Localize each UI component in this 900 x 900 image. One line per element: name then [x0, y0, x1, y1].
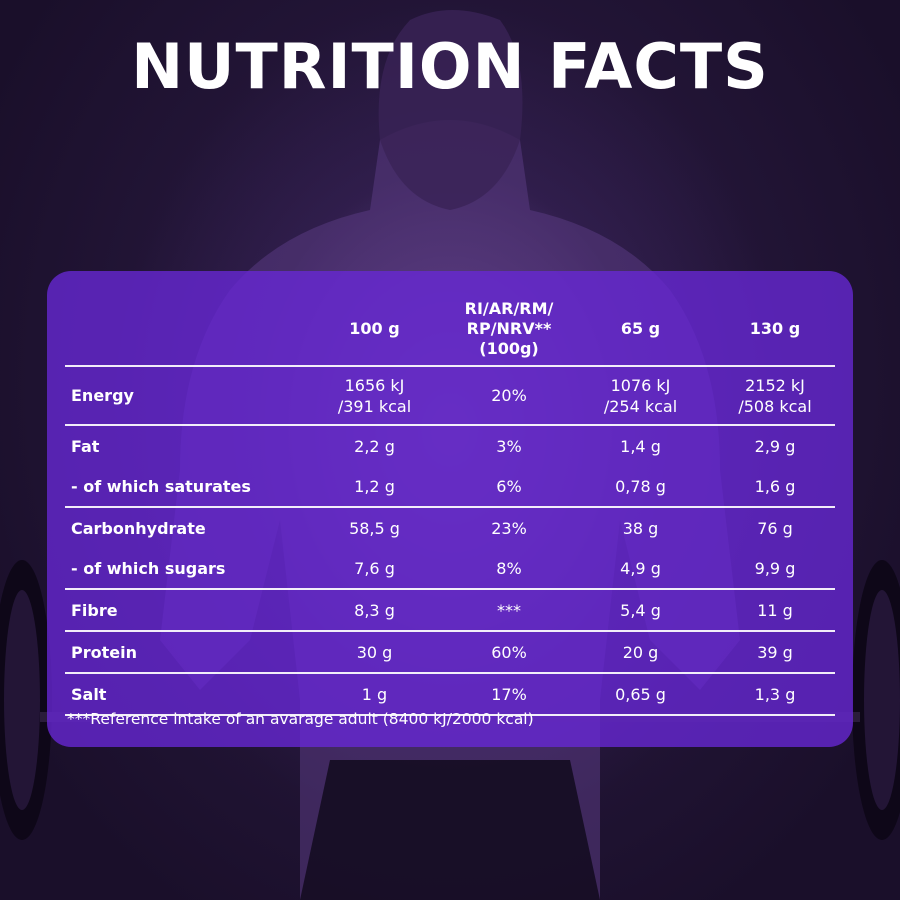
- cell-100g: 8,3 g: [297, 589, 452, 632]
- cell-130g: 76 g: [757, 518, 793, 538]
- cell-reference-intake: 23%: [491, 518, 527, 538]
- row-label: Fat: [71, 436, 100, 456]
- cell-reference-intake: 8%: [452, 548, 566, 590]
- cell-reference-intake: 20%: [452, 365, 566, 426]
- cell-130g: 11 g: [715, 589, 835, 632]
- cell-100g: 1656 kJ /391 kcal: [297, 365, 452, 426]
- row-label: Carbonhydrate: [71, 518, 206, 538]
- table-row: - of which sugars 7,6 g 8% 4,9 g 9,9 g: [65, 548, 835, 590]
- row-label: - of which sugars: [65, 548, 297, 590]
- cell-65g: 38 g: [622, 518, 659, 538]
- cell-130g: 9,9 g: [715, 548, 835, 590]
- cell-100g: 1 g: [297, 673, 452, 716]
- row-label: Fibre: [65, 589, 297, 632]
- cell-reference-intake: 60%: [452, 631, 566, 674]
- table-row: Energy 1656 kJ /391 kcal 20% 1076 kJ /25…: [65, 365, 835, 426]
- table-row: Fibre 8,3 g *** 5,4 g 11 g: [65, 589, 835, 632]
- table-row: Fat 2,2 g 3% 1,4 g 2,9 g: [65, 425, 835, 466]
- cell-65g: 1076 kJ /254 kcal: [566, 365, 715, 426]
- cell-100g: 7,6 g: [297, 548, 452, 590]
- cell-65g: 0,78 g: [566, 466, 715, 508]
- cell-100g: 1,2 g: [297, 466, 452, 508]
- cell-65g: 5,4 g: [566, 589, 715, 632]
- cell-130g: 1,3 g: [715, 673, 835, 716]
- row-label: Energy: [65, 365, 297, 426]
- cell-65g: 0,65 g: [566, 673, 715, 716]
- cell-130g: 39 g: [715, 631, 835, 674]
- cell-reference-intake: ***: [452, 589, 566, 632]
- page-title: NUTRITION FACTS: [131, 30, 769, 103]
- table-header-row: 100 g RI/AR/RM/ RP/NRV** (100g) 65 g 130…: [65, 293, 835, 366]
- cell-130g: 2152 kJ /508 kcal: [715, 365, 835, 426]
- header-100g: 100 g: [349, 319, 400, 338]
- row-label: Salt: [65, 673, 297, 716]
- cell-130g: 1,6 g: [715, 466, 835, 508]
- cell-reference-intake: 17%: [452, 673, 566, 716]
- cell-65g: 4,9 g: [566, 548, 715, 590]
- row-label: - of which saturates: [65, 466, 297, 508]
- cell-reference-intake: 6%: [452, 466, 566, 508]
- reference-intake-footnote: ***Reference intake of an avarage adult …: [67, 710, 534, 728]
- cell-100g: 58,5 g: [349, 518, 400, 538]
- cell-65g: 20 g: [566, 631, 715, 674]
- table-row: Salt 1 g 17% 0,65 g 1,3 g: [65, 673, 835, 716]
- cell-reference-intake: 3%: [496, 436, 522, 456]
- row-label: Protein: [65, 631, 297, 674]
- table-row: - of which saturates 1,2 g 6% 0,78 g 1,6…: [65, 466, 835, 508]
- nutrition-table: 100 g RI/AR/RM/ RP/NRV** (100g) 65 g 130…: [65, 293, 835, 716]
- cell-65g: 1,4 g: [620, 436, 661, 456]
- table-row: Carbonhydrate 58,5 g 23% 38 g 76 g: [65, 507, 835, 548]
- header-130g: 130 g: [749, 319, 801, 338]
- header-reference-intake: RI/AR/RM/ RP/NRV** (100g): [464, 299, 554, 358]
- header-label-column: [65, 293, 297, 366]
- table-row: Protein 30 g 60% 20 g 39 g: [65, 631, 835, 674]
- header-65g: 65 g: [620, 319, 661, 338]
- cell-130g: 2,9 g: [754, 436, 796, 456]
- cell-100g: 30 g: [297, 631, 452, 674]
- cell-100g: 2,2 g: [354, 436, 395, 456]
